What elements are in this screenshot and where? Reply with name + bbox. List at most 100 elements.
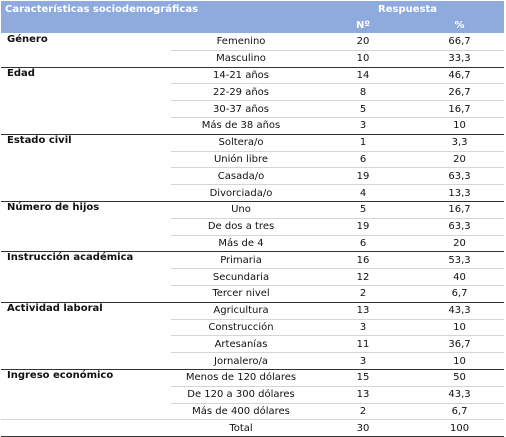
count-value: 16: [311, 251, 416, 269]
percent-value: 36,7: [415, 335, 505, 353]
percent-header: %: [415, 17, 505, 34]
category-label: Tercer nivel: [171, 284, 312, 303]
count-value: 13: [311, 301, 416, 320]
category-label: De 120 a 300 dólares: [171, 385, 312, 404]
category-label: Divorciada/o: [171, 184, 312, 202]
category-label: Casada/o: [171, 167, 312, 185]
table-row: Instrucción académica Primaria 16 53,3: [1, 251, 505, 303]
count-value: 2: [311, 402, 416, 420]
header-row-1: Características sociodemográficas Respue…: [1, 1, 505, 17]
table-row: Número de hijos Uno 5 16,7: [1, 200, 505, 252]
percent-value: 40: [415, 268, 505, 286]
table-row: Divorciada/o 4 13,3: [1, 184, 505, 202]
category-label: Construcción: [171, 318, 312, 336]
table-row: Tercer nivel 2 6,7: [1, 284, 505, 303]
table-row: Más de 38 años 3 10: [1, 116, 505, 135]
category-label: Soltera/o: [171, 133, 312, 152]
table-row: De 120 a 300 dólares 13 43,3: [1, 385, 505, 404]
percent-value: 66,7: [415, 33, 505, 51]
category-label: Agricultura: [171, 301, 312, 320]
category-label: 22-29 años: [171, 83, 312, 101]
category-label: Secundaria: [171, 268, 312, 286]
count-value: 6: [311, 150, 416, 168]
count-value: 11: [311, 335, 416, 353]
percent-value: 16,7: [415, 200, 505, 219]
percent-value: 10: [415, 116, 505, 135]
group-label: Edad: [1, 66, 171, 135]
percent-value: 33,3: [415, 49, 505, 68]
total-count: 30: [311, 419, 416, 437]
count-value: 4: [311, 184, 416, 202]
percent-value: 43,3: [415, 385, 505, 404]
category-label: 14-21 años: [171, 66, 312, 84]
table-row: Más de 4 6 20: [1, 234, 505, 252]
percent-value: 63,3: [415, 217, 505, 236]
percent-value: 6,7: [415, 402, 505, 420]
table-row: Más de 400 dólares 2 6,7: [1, 402, 505, 420]
percent-value: 46,7: [415, 66, 505, 84]
percent-value: 20: [415, 234, 505, 252]
total-percent: 100: [415, 419, 505, 437]
category-label: Unión libre: [171, 150, 312, 168]
table-row: Actividad laboral Agricultura 13 43,3: [1, 301, 505, 370]
group-label: Género: [1, 33, 171, 68]
table-row: Jornalero/a 3 10: [1, 352, 505, 370]
table-body: Género Femenino 20 66,7 Masculino 10 33,3 Edad 1…: [1, 33, 505, 437]
category-label: Más de 38 años: [171, 116, 312, 135]
table-row: Ingreso económico Menos de 120 dólares 15 5…: [1, 368, 505, 420]
percent-value: 43,3: [415, 301, 505, 320]
category-label: Artesanías: [171, 335, 312, 353]
count-value: 13: [311, 385, 416, 404]
count-value: 19: [311, 217, 416, 236]
count-value: 2: [311, 284, 416, 303]
total-label: Total: [171, 419, 312, 437]
table-row: 22-29 años 8 26,7: [1, 83, 505, 101]
count-value: 6: [311, 234, 416, 252]
table-row: Unión libre 6 20: [1, 150, 505, 168]
group-label: Número de hijos: [1, 200, 171, 252]
group-label: Instrucción académica: [1, 251, 171, 303]
category-label: Más de 4: [171, 234, 312, 252]
count-header: Nº: [311, 17, 416, 34]
count-value: 1: [311, 133, 416, 152]
percent-value: 13,3: [415, 184, 505, 202]
table-row: Edad 14-21 años 14 46,7: [1, 66, 505, 135]
table-row: De dos a tres 19 63,3: [1, 217, 505, 236]
category-label: Femenino: [171, 33, 312, 51]
count-value: 10: [311, 49, 416, 68]
percent-value: 3,3: [415, 133, 505, 152]
count-value: 3: [311, 318, 416, 336]
count-value: 5: [311, 200, 416, 219]
percent-value: 16,7: [415, 100, 505, 118]
total-row: Total 30 100: [1, 419, 505, 437]
count-value: 14: [311, 66, 416, 84]
count-value: 3: [311, 116, 416, 135]
total-empty-cell: [1, 419, 171, 437]
category-label: 30-37 años: [171, 100, 312, 118]
count-value: 20: [311, 33, 416, 51]
count-value: 19: [311, 167, 416, 185]
group-label: Actividad laboral: [1, 301, 171, 370]
percent-value: 50: [415, 368, 505, 387]
table-row: Género Femenino 20 66,7: [1, 33, 505, 68]
group-label: Estado civil: [1, 133, 171, 202]
table-row: 30-37 años 5 16,7: [1, 100, 505, 118]
response-header: Respuesta: [311, 1, 505, 17]
table-row: Construcción 3 10: [1, 318, 505, 336]
percent-value: 6,7: [415, 284, 505, 303]
count-value: 5: [311, 100, 416, 118]
group-label: Ingreso económico: [1, 368, 171, 420]
category-label: Menos de 120 dólares: [171, 368, 312, 387]
percent-value: 63,3: [415, 167, 505, 185]
category-label: Más de 400 dólares: [171, 402, 312, 420]
count-value: 8: [311, 83, 416, 101]
count-value: 12: [311, 268, 416, 286]
header-empty-cell: [171, 17, 312, 34]
percent-value: 53,3: [415, 251, 505, 269]
percent-value: 26,7: [415, 83, 505, 101]
count-value: 15: [311, 368, 416, 387]
category-header: Características sociodemográficas: [1, 1, 312, 17]
category-label: Jornalero/a: [171, 352, 312, 370]
category-label: De dos a tres: [171, 217, 312, 236]
